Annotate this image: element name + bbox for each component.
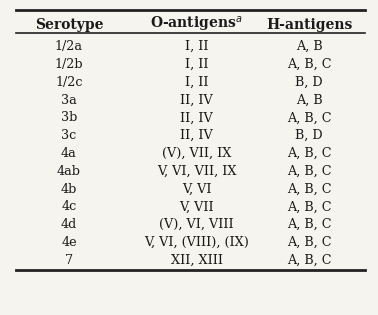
- Text: 4c: 4c: [61, 200, 77, 213]
- Text: XII, XIII: XII, XIII: [170, 254, 223, 267]
- Text: 7: 7: [65, 254, 73, 267]
- Text: 4a: 4a: [61, 147, 77, 160]
- Text: A, B, C: A, B, C: [287, 218, 332, 231]
- Text: O-antigens$^a$: O-antigens$^a$: [150, 15, 243, 34]
- Text: 1/2a: 1/2a: [55, 40, 83, 53]
- Text: (V), VI, VIII: (V), VI, VIII: [159, 218, 234, 231]
- Text: 4d: 4d: [61, 218, 77, 231]
- Text: II, IV: II, IV: [180, 94, 213, 106]
- Text: II, IV: II, IV: [180, 129, 213, 142]
- Text: B, D: B, D: [295, 76, 323, 89]
- Text: V, VI, VII, IX: V, VI, VII, IX: [157, 165, 236, 178]
- Text: A, B, C: A, B, C: [287, 165, 332, 178]
- Text: V, VII: V, VII: [179, 200, 214, 213]
- Text: A, B, C: A, B, C: [287, 111, 332, 124]
- Text: I, II: I, II: [185, 40, 208, 53]
- Text: 1/2b: 1/2b: [54, 58, 83, 71]
- Text: I, II: I, II: [185, 76, 208, 89]
- Text: II, IV: II, IV: [180, 111, 213, 124]
- Text: V, VI: V, VI: [182, 182, 211, 196]
- Text: 4e: 4e: [61, 236, 77, 249]
- Text: I, II: I, II: [185, 58, 208, 71]
- Text: 1/2c: 1/2c: [55, 76, 83, 89]
- Text: 4b: 4b: [61, 182, 77, 196]
- Text: 3c: 3c: [61, 129, 77, 142]
- Text: A, B, C: A, B, C: [287, 147, 332, 160]
- Text: B, D: B, D: [295, 129, 323, 142]
- Text: A, B, C: A, B, C: [287, 58, 332, 71]
- Text: H-antigens: H-antigens: [266, 18, 352, 32]
- Text: Serotype: Serotype: [35, 18, 103, 32]
- Text: V, VI, (VIII), (IX): V, VI, (VIII), (IX): [144, 236, 249, 249]
- Text: 4ab: 4ab: [57, 165, 81, 178]
- Text: A, B: A, B: [296, 40, 322, 53]
- Text: 3b: 3b: [61, 111, 77, 124]
- Text: A, B, C: A, B, C: [287, 182, 332, 196]
- Text: A, B: A, B: [296, 94, 322, 106]
- Text: 3a: 3a: [61, 94, 77, 106]
- Text: (V), VII, IX: (V), VII, IX: [162, 147, 231, 160]
- Text: A, B, C: A, B, C: [287, 254, 332, 267]
- Text: A, B, C: A, B, C: [287, 200, 332, 213]
- Text: A, B, C: A, B, C: [287, 236, 332, 249]
